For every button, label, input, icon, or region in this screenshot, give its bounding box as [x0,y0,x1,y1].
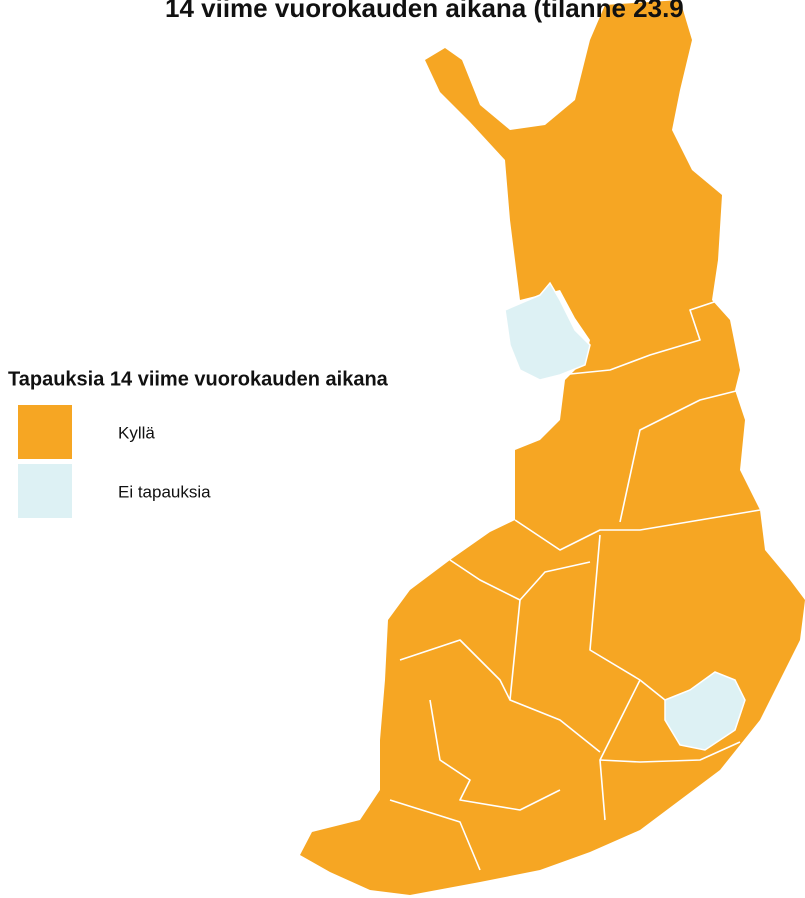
region-border [559,299,721,376]
region-border [599,741,741,763]
region-border [619,389,741,523]
legend-label: Kyllä [118,423,155,442]
region-border [429,699,561,811]
region-no-cases [504,281,591,381]
map-title: 14 viime vuorokauden aikana (tilanne 23.… [165,0,684,23]
legend-swatch [18,405,72,459]
legend-swatch [18,464,72,518]
country-shape [300,0,805,895]
region-border [599,679,641,821]
legend-label: Ei tapauksia [118,482,211,501]
legend-title: Tapauksia 14 viime vuorokauden aikana [8,368,389,390]
region-border [399,639,511,701]
region-border [509,599,601,753]
region-border [589,534,666,701]
region-border [389,799,481,871]
region-border [514,509,761,551]
map [300,0,805,895]
legend: Kyllä Ei tapauksia [18,405,211,518]
region-no-cases [664,671,746,751]
